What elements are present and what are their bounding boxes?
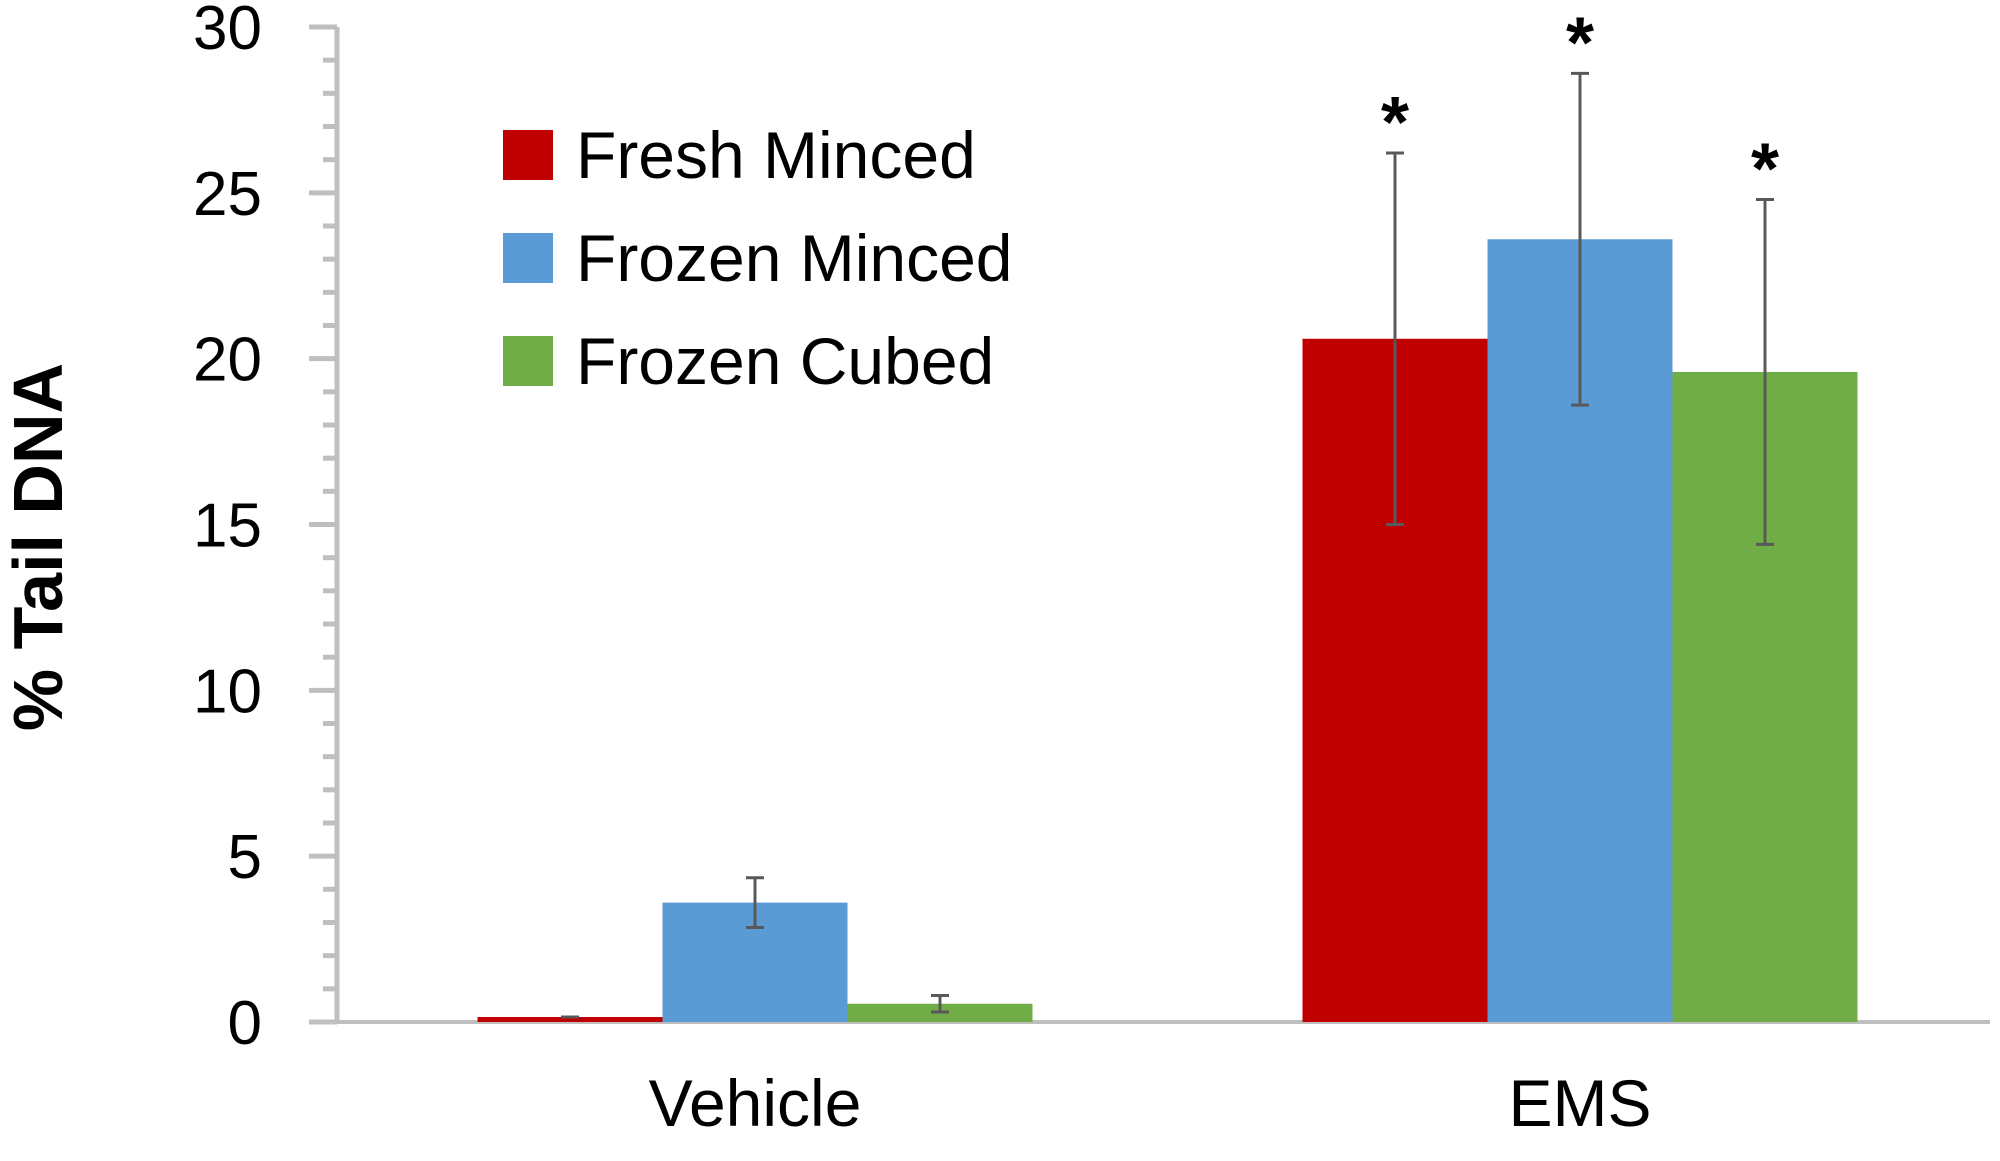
y-tick-label: 20: [193, 326, 262, 395]
legend-swatch: [503, 233, 553, 283]
y-tick-label: 30: [193, 0, 262, 63]
y-axis: 0 5 10 15 20 25 30: [193, 0, 340, 1058]
legend-label: Fresh Minced: [576, 118, 976, 192]
y-tick-label: 0: [228, 989, 262, 1058]
legend-swatch: [503, 130, 553, 180]
significance-annotations: * * *: [1381, 3, 1779, 209]
y-tick-label: 10: [193, 657, 262, 726]
bar-vehicle-fresh-minced: [477, 1017, 663, 1022]
significance-star: *: [1566, 3, 1594, 83]
legend: Fresh Minced Frozen Minced Frozen Cubed: [503, 118, 1013, 398]
legend-label: Frozen Cubed: [576, 324, 994, 398]
y-axis-title: % Tail DNA: [0, 363, 77, 731]
x-category-label: EMS: [1508, 1066, 1651, 1140]
legend-swatch: [503, 336, 553, 386]
y-tick-label: 5: [228, 823, 262, 892]
significance-star: *: [1751, 129, 1779, 209]
y-tick-label: 25: [193, 160, 262, 229]
y-tick-label: 15: [193, 492, 262, 561]
x-category-label: Vehicle: [649, 1066, 862, 1140]
legend-label: Frozen Minced: [576, 221, 1013, 295]
x-axis: Vehicle EMS: [337, 1020, 1990, 1140]
significance-star: *: [1381, 83, 1409, 163]
error-bars: [561, 71, 1774, 1019]
